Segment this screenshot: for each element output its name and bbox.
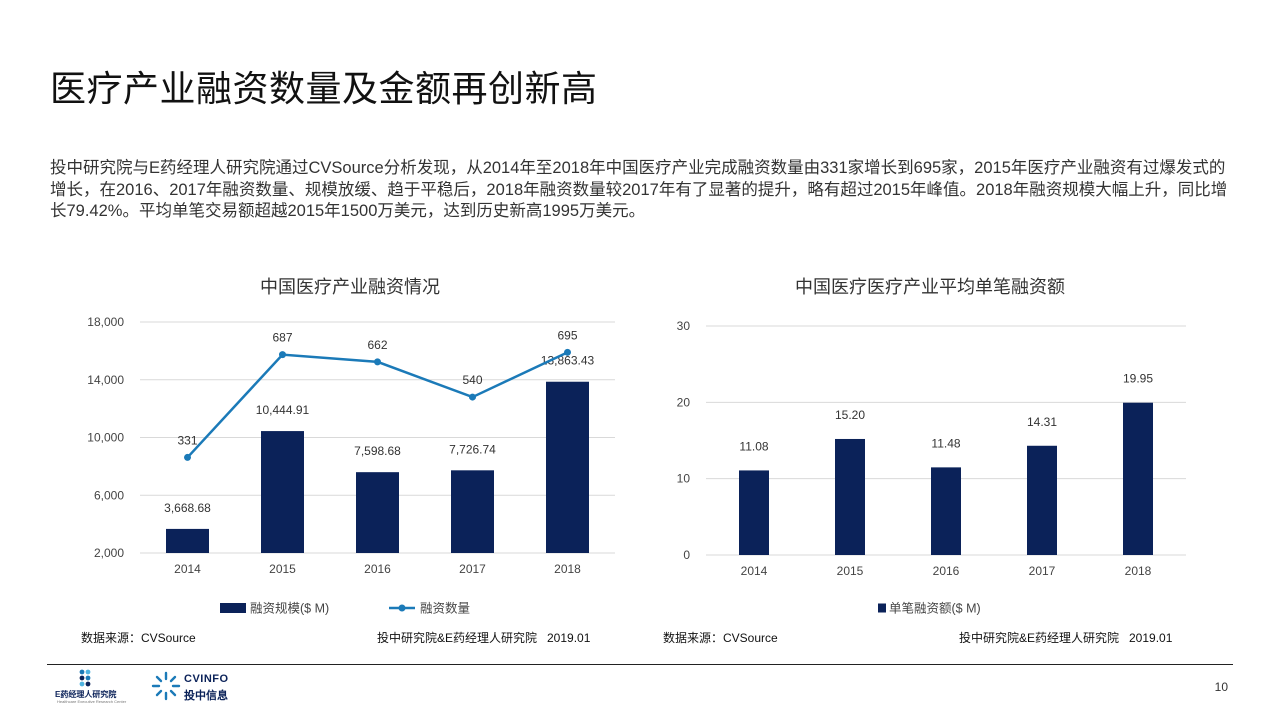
chart1-line-point — [184, 453, 191, 461]
chart1-line-data-label: 540 — [462, 373, 482, 387]
chart2-publisher: 投中研究院&E药经理人研究院 2019.01 — [959, 631, 1173, 645]
chart2-x-tick-label: 2015 — [837, 564, 864, 578]
chart2-bar-data-label: 11.08 — [739, 439, 768, 453]
chart2-bar — [739, 470, 769, 555]
chart1-line-point — [374, 358, 381, 366]
cvinfo-logo-text: CVINFO — [184, 673, 229, 685]
e-pharma-logo-subtext: Healthcare Executive Research Center — [57, 699, 127, 704]
chart2-x-tick-label: 2016 — [933, 564, 960, 578]
chart1-line-point — [279, 351, 286, 359]
chart1-bar — [451, 470, 494, 553]
chart2-title: 中国医疗医疗产业平均单笔融资额 — [795, 277, 1065, 297]
chart1-publisher: 投中研究院&E药经理人研究院 2019.01 — [377, 631, 591, 645]
cvinfo-logo: CVINFO 投中信息 — [150, 670, 250, 704]
chart1-title: 中国医疗产业融资情况 — [260, 277, 440, 297]
chart1-legend-line-marker — [398, 604, 406, 612]
chart1-line-data-label: 662 — [367, 338, 387, 352]
chart2-x-tick-label: 2014 — [741, 564, 768, 578]
chart2-bar — [1027, 445, 1057, 555]
chart1-legend-line-label: 融资数量 — [420, 601, 470, 616]
page-title: 医疗产业融资数量及金额再创新高 — [50, 68, 598, 109]
chart1-legend-bar-swatch — [220, 603, 246, 613]
chart2-average-deal-size: 0 10 20 30 11.08 15.20 11.48 14.31 19.95 2014 2015… — [677, 319, 1186, 616]
chart1-line-point — [469, 393, 476, 401]
chart1-y-tick-label: 14,000 — [87, 373, 124, 387]
chart1-source: 数据来源：CVSource — [81, 631, 196, 645]
chart2-y-tick-label: 20 — [677, 395, 691, 409]
cvinfo-logo-mark — [151, 671, 181, 701]
page-number: 10 — [1214, 680, 1228, 694]
chart1-line-data-label: 687 — [272, 331, 292, 345]
chart2-y-tick-label: 0 — [683, 548, 690, 562]
chart1-y-tick-label: 10,000 — [87, 431, 124, 445]
chart1-bar — [261, 431, 304, 553]
chart1-bar — [356, 472, 399, 553]
chart1-line-series — [186, 351, 569, 459]
chart1-financing-overview: 2,000 6,000 10,000 14,000 18,000 3,668.68 10,4… — [87, 315, 615, 616]
chart2-y-tick-label: 10 — [677, 472, 691, 486]
chart2-bar-data-label: 15.20 — [835, 408, 865, 422]
chart2-bar — [1123, 402, 1153, 555]
chart2-x-tick-label: 2018 — [1125, 564, 1152, 578]
chart1-bar-data-label: 7,598.68 — [354, 444, 401, 458]
chart1-line-point — [564, 348, 571, 356]
cvinfo-logo-subtext: 投中信息 — [184, 690, 228, 702]
e-pharma-logo-mark — [79, 669, 91, 687]
chart1-bar-data-label: 10,444.91 — [256, 403, 310, 417]
summary-paragraph: 投中研究院与E药经理人研究院通过CVSource分析发现，从2014年至2018… — [50, 159, 1228, 220]
chart1-legend-bar-label: 融资规模($ M) — [250, 601, 329, 616]
chart1-line-data-label: 331 — [177, 433, 197, 447]
e-pharma-logo-text: E药经理人研究院 — [55, 690, 117, 699]
chart2-bar-data-label: 14.31 — [1027, 415, 1057, 429]
chart2-bar — [931, 467, 961, 555]
chart1-bar-data-label: 7,726.74 — [449, 442, 496, 456]
chart1-bar-data-label: 3,668.68 — [164, 501, 211, 515]
footer-divider — [47, 664, 1233, 665]
chart2-bar-data-label: 11.48 — [931, 436, 960, 450]
chart1-y-tick-label: 2,000 — [94, 546, 124, 560]
chart1-line-data-label: 695 — [557, 328, 577, 342]
chart2-source: 数据来源：CVSource — [663, 631, 778, 645]
chart2-y-tick-label: 30 — [677, 319, 691, 333]
chart2-bar — [835, 438, 865, 555]
chart1-x-tick-label: 2015 — [269, 562, 296, 576]
chart1-bar — [546, 381, 589, 553]
chart1-bar — [166, 528, 209, 553]
chart1-x-tick-label: 2016 — [364, 562, 391, 576]
e-pharma-logo: E药经理人研究院 Healthcare Executive Research C… — [55, 668, 135, 708]
chart2-bar-data-label: 19.95 — [1123, 372, 1153, 386]
chart1-x-tick-label: 2018 — [554, 562, 581, 576]
chart2-legend-bar-swatch — [878, 603, 886, 613]
chart1-y-tick-label: 6,000 — [94, 488, 124, 502]
chart1-x-tick-label: 2014 — [174, 562, 201, 576]
chart2-legend-bar-label: 单笔融资额($ M) — [889, 601, 981, 616]
chart2-x-tick-label: 2017 — [1029, 564, 1056, 578]
chart1-y-tick-label: 18,000 — [87, 315, 124, 329]
chart1-x-tick-label: 2017 — [459, 562, 486, 576]
